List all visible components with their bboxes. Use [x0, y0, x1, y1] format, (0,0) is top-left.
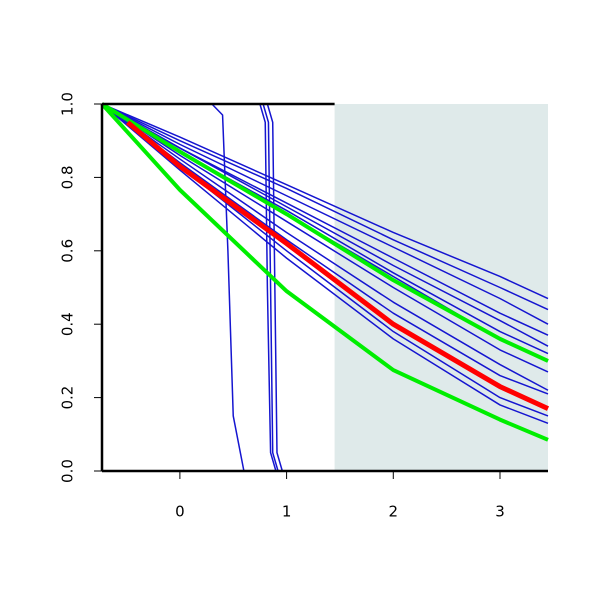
- curve: [101, 103, 549, 300]
- y-tick-label: 0.6: [59, 239, 77, 263]
- shaded-region: [334, 104, 548, 471]
- x-tick-label: 3: [495, 503, 505, 521]
- curve: [125, 120, 550, 411]
- y-tick-label: 0.2: [59, 386, 77, 410]
- x-tick-label: 1: [282, 503, 292, 521]
- curve: [101, 103, 549, 373]
- x-tick-label: 0: [175, 503, 185, 521]
- curve: [100, 102, 549, 442]
- curve: [101, 103, 549, 311]
- x-tick-label: 2: [389, 503, 399, 521]
- y-tick-label: 0.8: [59, 165, 77, 189]
- y-tick-label: 0.0: [59, 459, 77, 483]
- curve: [101, 103, 549, 325]
- curve: [101, 103, 549, 391]
- y-tick-label: 0.4: [59, 312, 77, 336]
- curve: [100, 102, 549, 363]
- curve: [101, 103, 549, 347]
- y-tick-label: 1.0: [59, 92, 77, 116]
- curve: [101, 103, 549, 424]
